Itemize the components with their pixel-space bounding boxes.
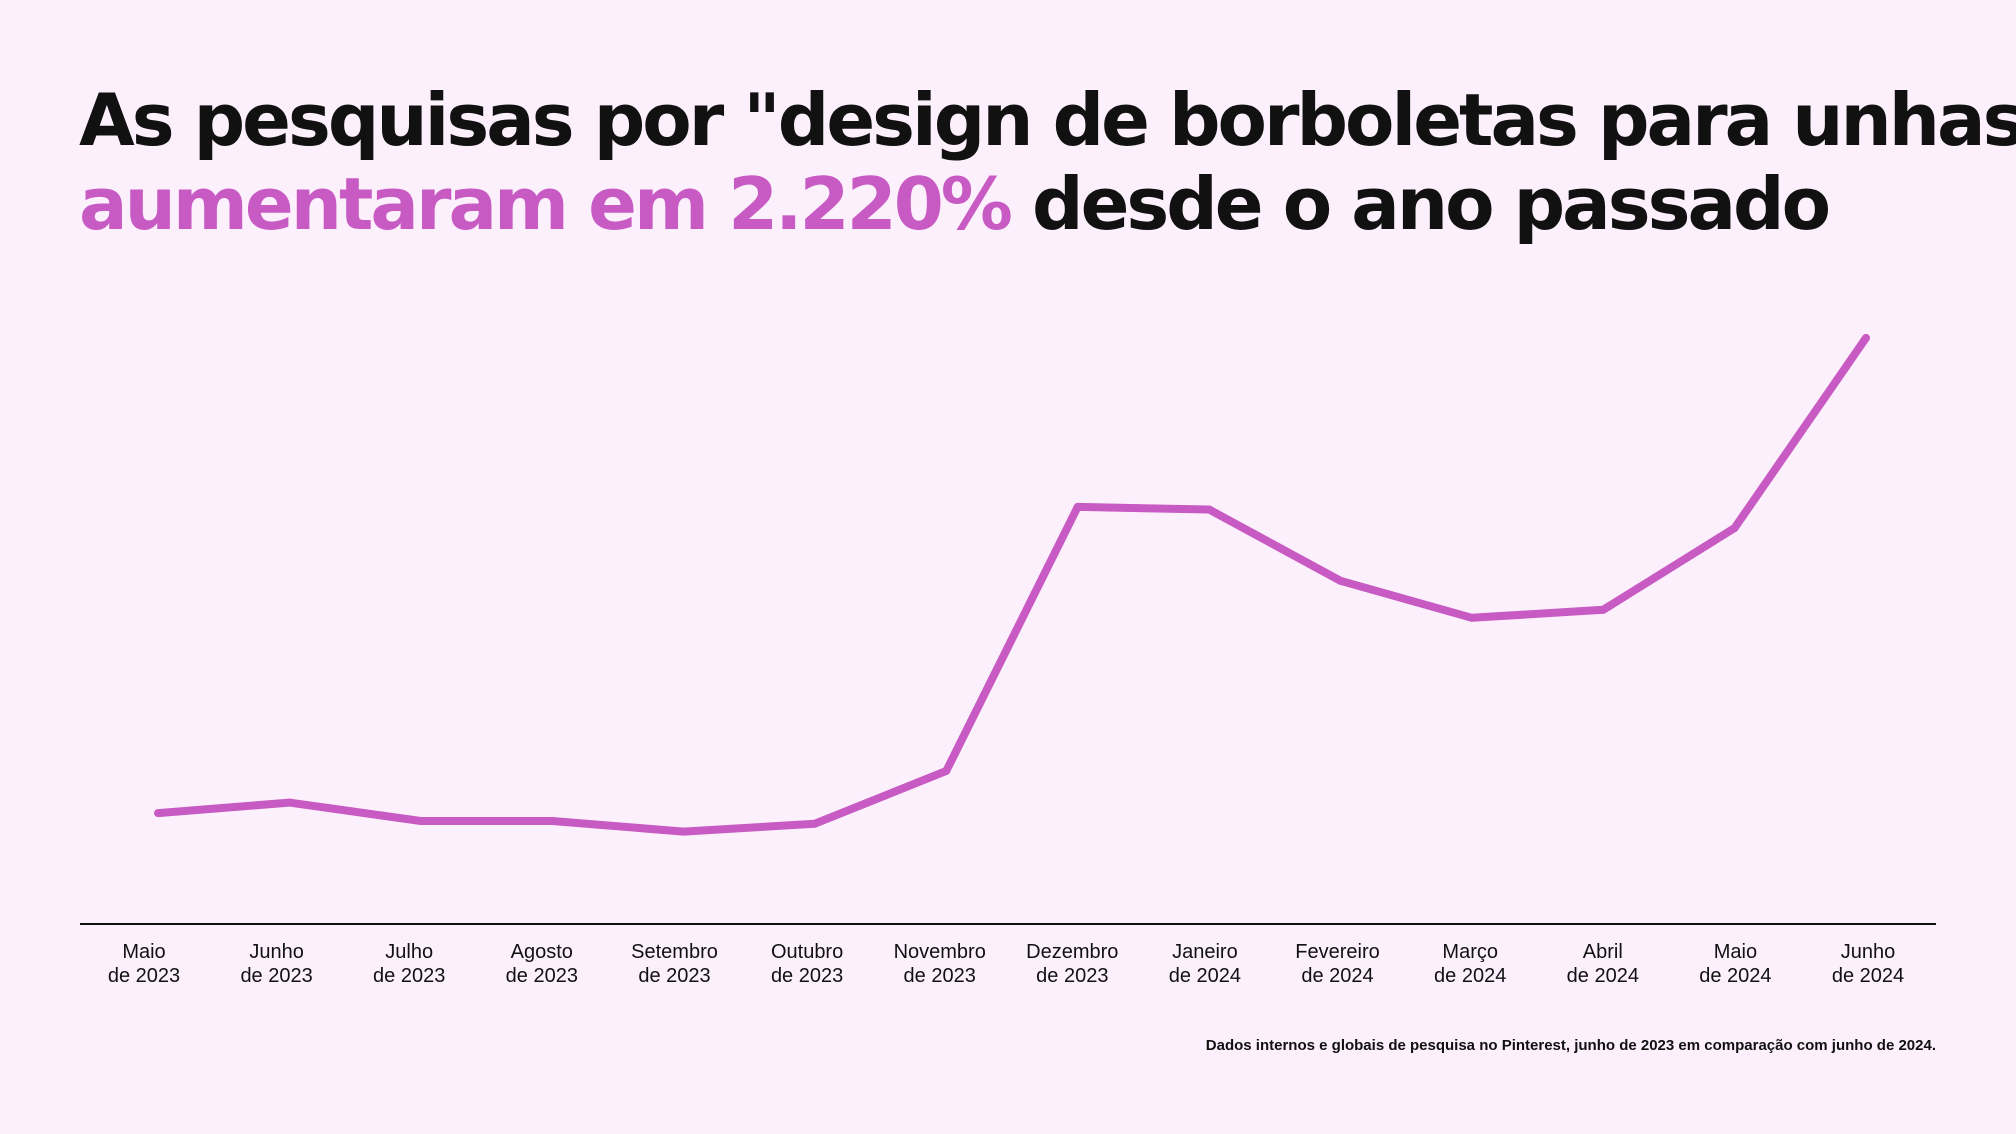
title-rest: desde o ano passado	[1032, 162, 1831, 246]
x-tick-label: Maio de 2023	[108, 941, 180, 987]
data-point	[1467, 613, 1476, 622]
title-line-2: aumentaram em 2.220% desde o ano passado	[79, 162, 1959, 246]
x-tick-label: Setembro de 2023	[631, 941, 718, 987]
x-tick-label: Junho de 2024	[1832, 941, 1904, 987]
data-points	[154, 333, 1870, 836]
x-tick-label: Novembro de 2023	[894, 941, 986, 987]
x-tick-label: Agosto de 2023	[506, 941, 578, 987]
data-point	[810, 819, 819, 828]
data-point	[1205, 505, 1214, 514]
x-tick-label: Dezembro de 2023	[1026, 941, 1118, 987]
data-point	[154, 809, 162, 818]
data-point	[1599, 605, 1608, 614]
data-point	[416, 817, 425, 825]
title-line-1: As pesquisas por "design de borboletas p…	[79, 78, 2016, 162]
footnote: Dados internos e globais de pesquisa no …	[1205, 1037, 1936, 1054]
data-point	[1862, 333, 1870, 342]
data-point	[1730, 524, 1739, 532]
data-point	[285, 798, 294, 807]
x-tick-label: Abril de 2024	[1567, 941, 1639, 987]
x-tick-label: Julho de 2023	[373, 941, 445, 987]
x-tick-label: Março de 2024	[1434, 941, 1506, 987]
series-line	[157, 335, 1870, 836]
title-highlight: aumentaram em 2.220%	[79, 162, 1013, 246]
data-point	[548, 817, 557, 825]
title-text: As pesquisas por "design de borboletas p…	[79, 78, 2016, 162]
x-tick-label: Junho de 2023	[240, 941, 312, 987]
data-point	[942, 766, 951, 775]
x-tick-label: Outubro de 2023	[771, 941, 843, 987]
data-point	[1336, 576, 1345, 585]
x-tick-label: Fevereiro de 2024	[1295, 941, 1379, 987]
x-tick-label: Maio de 2024	[1699, 941, 1771, 987]
chart-title: As pesquisas por "design de borboletas p…	[79, 78, 2016, 246]
data-point	[1073, 502, 1082, 511]
x-tick-label: Janeiro de 2024	[1169, 941, 1241, 987]
x-tick-labels: Maio de 2023 Junho de 2023 Julho de 2023 Agost…	[108, 941, 1904, 987]
data-point	[679, 827, 688, 836]
